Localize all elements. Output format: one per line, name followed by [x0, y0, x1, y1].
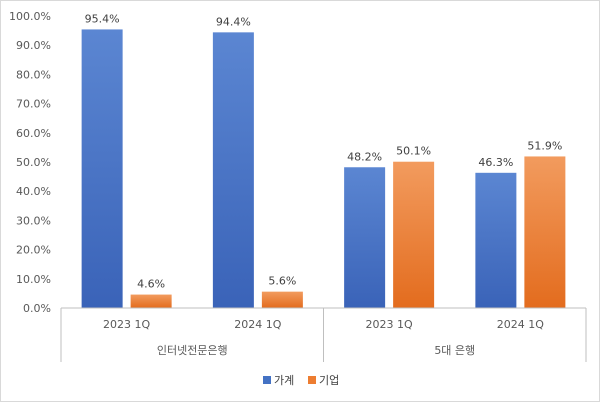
x-category-label: 2024 1Q — [234, 318, 281, 331]
y-tick-label: 30.0% — [16, 214, 51, 227]
x-category-label: 2023 1Q — [103, 318, 150, 331]
data-label: 5.6% — [268, 275, 296, 288]
bar-household — [212, 32, 254, 309]
bar-household — [81, 29, 123, 308]
data-label: 50.1% — [396, 145, 431, 158]
bars — [81, 29, 566, 309]
x-category-label: 2024 1Q — [497, 318, 544, 331]
y-tick-label: 50.0% — [16, 156, 51, 169]
legend-swatch — [263, 376, 271, 384]
y-tick-label: 100.0% — [9, 10, 51, 23]
y-tick-label: 10.0% — [16, 273, 51, 286]
legend-label: 가계 — [274, 374, 294, 387]
data-label: 95.4% — [85, 12, 120, 25]
data-label: 51.9% — [527, 139, 562, 152]
bar-corporate — [261, 291, 303, 308]
y-tick-label: 40.0% — [16, 185, 51, 198]
x-group-label: 인터넷전문은행 — [157, 344, 228, 357]
data-label: 46.3% — [478, 156, 513, 169]
bar-household — [475, 172, 517, 308]
y-tick-label: 60.0% — [16, 127, 51, 140]
x-axis: 2023 1Q 2024 1Q 2023 1Q 2024 1Q 인터넷전문은행 5대 은행 — [60, 307, 587, 362]
data-label: 4.6% — [137, 278, 165, 291]
y-tick-label: 90.0% — [16, 39, 51, 52]
legend: 가계 기업 — [263, 374, 339, 387]
y-tick-label: 0.0% — [23, 302, 51, 315]
y-tick-label: 80.0% — [16, 68, 51, 81]
legend-swatch — [308, 376, 316, 384]
y-tick-label: 20.0% — [16, 244, 51, 257]
bar-corporate — [130, 294, 172, 308]
x-group-label: 5대 은행 — [434, 344, 475, 357]
y-axis: 0.0% 10.0% 20.0% 30.0% 40.0% 50.0% 60.0% 70.0% 8… — [9, 10, 51, 315]
data-label: 94.4% — [216, 15, 251, 28]
x-category-label: 2023 1Q — [366, 318, 413, 331]
bar-corporate — [393, 161, 435, 308]
data-labels: 95.4% 4.6% 94.4% 5.6% 48.2% 50.1% 46.3% 51.9% — [85, 12, 563, 290]
y-tick-label: 70.0% — [16, 98, 51, 111]
bar-household — [344, 167, 386, 308]
data-label: 48.2% — [347, 150, 382, 163]
legend-label: 기업 — [319, 374, 339, 387]
bar-corporate — [524, 156, 566, 308]
